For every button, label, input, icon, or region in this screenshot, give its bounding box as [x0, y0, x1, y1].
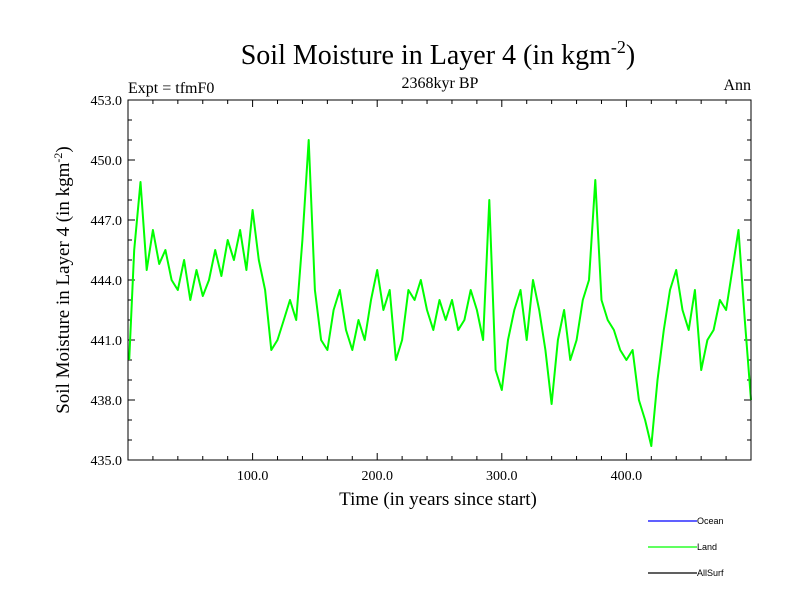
series-layer [128, 139, 752, 447]
series-line-land [128, 139, 752, 447]
x-tick-label: 100.0 [237, 469, 269, 484]
y-tick-label: 441.0 [91, 334, 123, 349]
y-tick-label: 435.0 [91, 454, 123, 469]
x-tick-label: 200.0 [361, 469, 393, 484]
legend-label-ocean: Ocean [697, 516, 724, 526]
axis-tick-labels: 435.0 438.0 441.0 444.0 447.0 450.0 453.0 100.0… [91, 94, 643, 484]
axis-ticks [128, 99, 751, 461]
x-tick-label: 300.0 [486, 469, 518, 484]
y-tick-label: 453.0 [91, 94, 123, 109]
svg-text:Soil Moisture in Layer 4 (in k: Soil Moisture in Layer 4 (in kgm-2) [51, 146, 74, 414]
y-axis-label-superscript: -2 [51, 153, 65, 163]
y-tick-label: 447.0 [91, 214, 123, 229]
legend: Ocean Land AllSurf [648, 516, 724, 578]
x-tick-label: 400.0 [611, 469, 643, 484]
legend-label-land: Land [697, 542, 717, 552]
chart-subtitle: 2368kyr BP [402, 75, 479, 92]
x-axis-label: Time (in years since start) [339, 489, 537, 510]
chart-title-superscript: -2 [611, 37, 626, 57]
y-axis-label: Soil Moisture in Layer 4 (in kgm-2) [51, 146, 74, 414]
experiment-label: Expt = tfmF0 [128, 80, 214, 97]
y-tick-label: 450.0 [91, 154, 123, 169]
y-tick-label: 438.0 [91, 394, 123, 409]
season-label: Ann [723, 77, 751, 94]
plot-frame [127, 99, 752, 461]
chart-title: Soil Moisture in Layer 4 (in kgm-2) [241, 37, 636, 71]
y-tick-label: 444.0 [91, 274, 123, 289]
legend-label-allsurf: AllSurf [697, 568, 724, 578]
